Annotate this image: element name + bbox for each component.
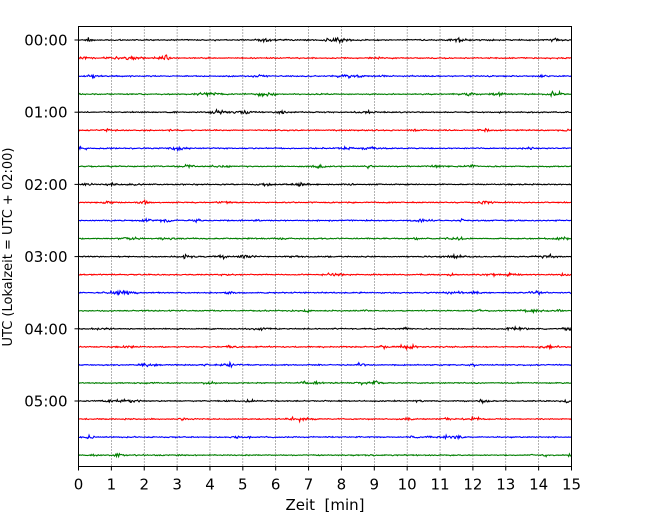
x-tick-label-13: 13: [496, 476, 515, 494]
trace-0245: [78, 235, 572, 241]
trace-0330: [78, 289, 572, 297]
trace-0345: [78, 308, 572, 315]
trace-0100: [78, 108, 572, 116]
trace-0200: [78, 181, 572, 188]
trace-0545: [78, 452, 572, 459]
trace-0415: [78, 342, 572, 352]
x-tick-label-8: 8: [337, 476, 347, 494]
y-tick-label-2: 02:00: [24, 176, 67, 194]
trace-0145: [78, 163, 572, 170]
trace-0230: [78, 217, 572, 224]
y-tick-label-4: 04:00: [24, 320, 67, 338]
trace-0015: [78, 54, 572, 61]
x-tick-label-3: 3: [172, 476, 182, 494]
x-tick-label-4: 4: [205, 476, 215, 494]
trace-0315: [78, 271, 572, 278]
y-tick-label-1: 01:00: [24, 104, 67, 122]
trace-0115: [78, 127, 572, 133]
trace-layer: [77, 36, 572, 459]
x-tick-label-10: 10: [398, 476, 417, 494]
trace-0030: [78, 73, 572, 80]
x-tick-label-9: 9: [370, 476, 380, 494]
y-tick-label-5: 05:00: [24, 393, 67, 411]
trace-0500: [78, 397, 572, 405]
trace-0000: [78, 36, 572, 45]
trace-0130: [77, 145, 572, 152]
trace-0400: [78, 325, 572, 332]
x-tick-label-0: 0: [74, 476, 84, 494]
trace-0300: [78, 252, 572, 261]
x-tick-label-6: 6: [271, 476, 281, 494]
tick-layer: 0 1 2 3 4 5 6 7 8 9 10 11 12 13 14 1500:0001:0002:0003:…: [24, 32, 581, 494]
y-tick-label-0: 00:00: [24, 32, 67, 50]
x-tick-label-2: 2: [139, 476, 149, 494]
plot-frame: [78, 26, 572, 467]
trace-0215: [78, 198, 572, 206]
y-axis-label: UTC (Lokalzeit = UTC + 02:00): [1, 148, 16, 347]
trace-0045: [78, 89, 572, 98]
x-tick-label-5: 5: [238, 476, 248, 494]
trace-0515: [78, 415, 572, 424]
x-tick-label-14: 14: [529, 476, 548, 494]
x-tick-label-15: 15: [562, 476, 581, 494]
x-axis-label: Zeit [min]: [285, 496, 364, 514]
trace-0430: [78, 360, 572, 369]
x-tick-label-7: 7: [304, 476, 314, 494]
trace-0530: [78, 433, 572, 441]
x-tick-label-11: 11: [430, 476, 449, 494]
x-tick-label-1: 1: [107, 476, 117, 494]
trace-0445: [78, 379, 572, 386]
x-tick-label-12: 12: [463, 476, 482, 494]
y-tick-label-3: 03:00: [24, 248, 67, 266]
